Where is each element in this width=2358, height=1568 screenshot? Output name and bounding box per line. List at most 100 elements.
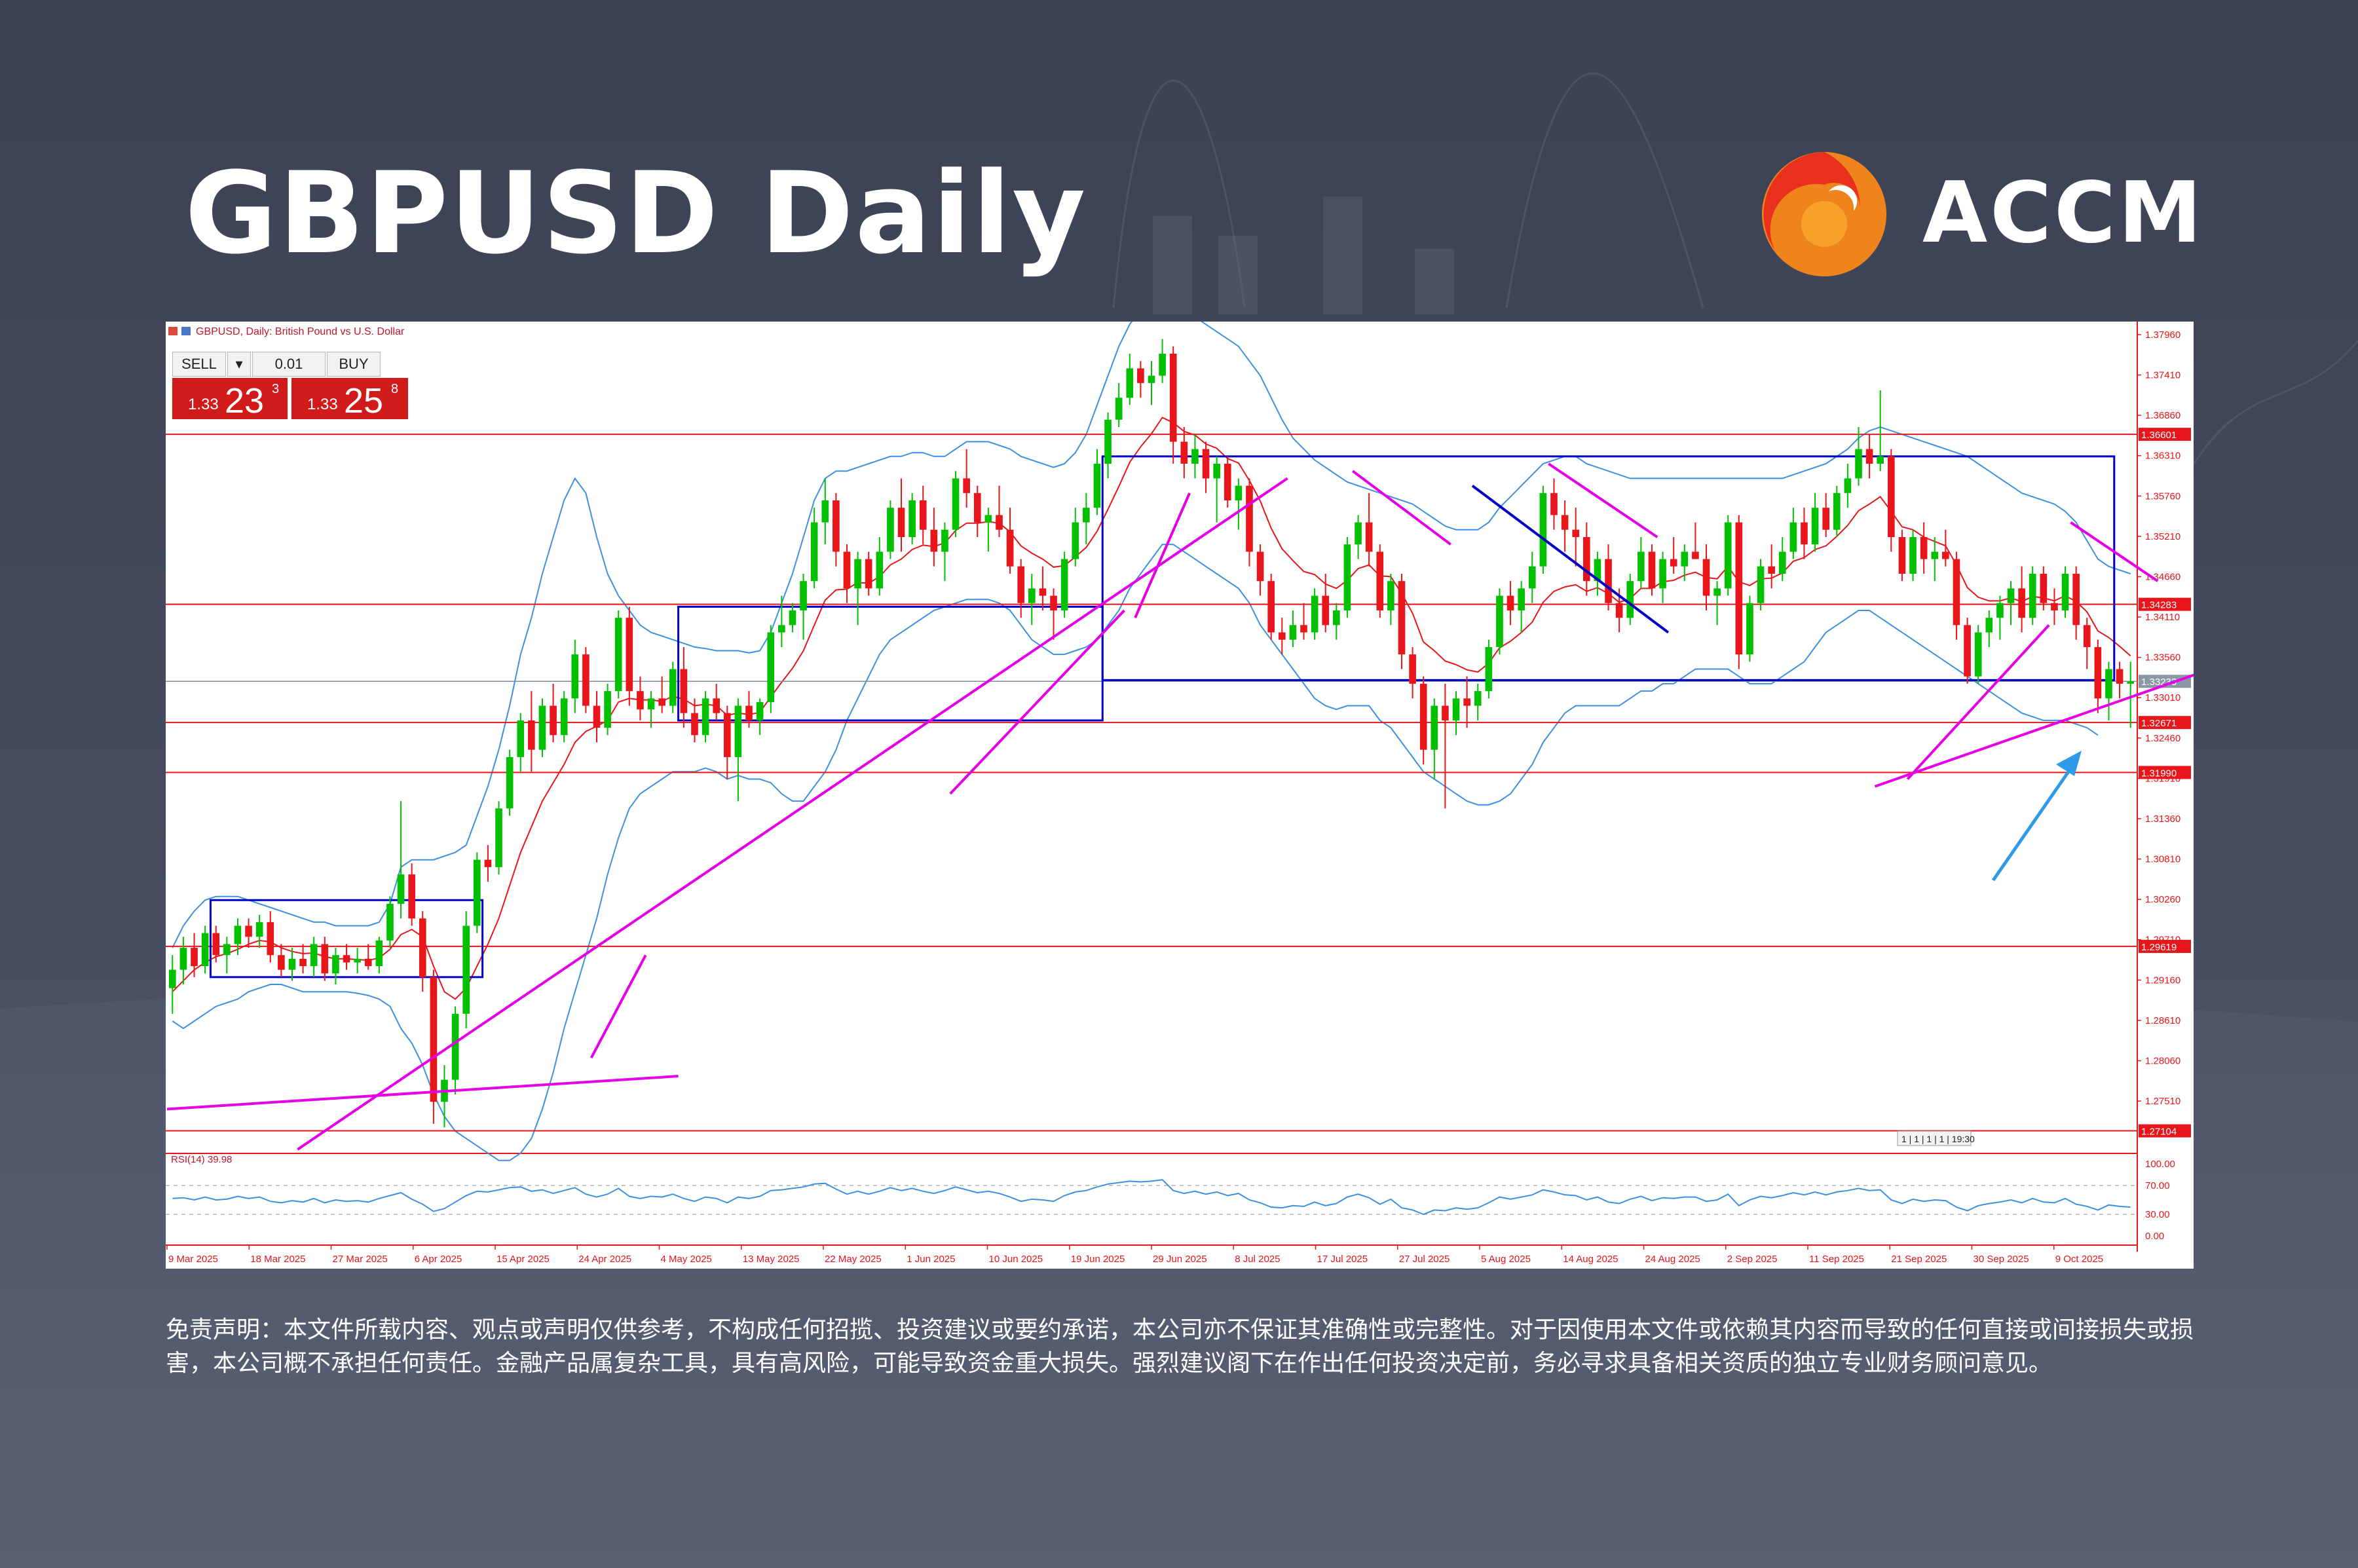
candle-down [930, 529, 938, 552]
candle-down [1322, 595, 1330, 625]
candle-down [1865, 449, 1873, 464]
candle-up [854, 559, 861, 589]
sell-button[interactable]: SELL [172, 352, 226, 377]
candle-down [713, 698, 720, 713]
candle-up [778, 625, 785, 633]
candle-up [1855, 449, 1862, 479]
candle-down [1506, 595, 1514, 610]
trendline [1906, 624, 2050, 780]
candle-down [1582, 536, 1590, 582]
x-tick-label: 2 Sep 2025 [1727, 1254, 1778, 1265]
candle-down [1735, 522, 1743, 655]
candle-down [1017, 566, 1025, 603]
candle-up [1126, 368, 1134, 398]
level-label-box [2139, 428, 2191, 441]
candle-up [1594, 559, 1601, 582]
candle-down [1137, 368, 1144, 383]
candle-up [2061, 573, 2069, 610]
trendline [590, 954, 647, 1058]
candle-up [702, 698, 709, 736]
candle-down [1442, 705, 1449, 720]
candle-down [245, 925, 252, 937]
buy-button[interactable]: BUY [327, 352, 381, 377]
candle-up [908, 500, 916, 537]
candle-up [1844, 478, 1852, 493]
candle-down [1398, 581, 1406, 655]
candle-down [2072, 573, 2080, 625]
candle-up [571, 654, 579, 699]
candle-up [495, 808, 502, 867]
candle-up [1985, 618, 1993, 633]
accm-logo-icon [1762, 152, 1886, 276]
candle-down [1822, 508, 1829, 530]
candle-up [310, 944, 318, 967]
candle-down [364, 958, 372, 967]
level-label-box [2139, 597, 2191, 611]
trendline [297, 477, 1288, 1151]
candle-up [1333, 610, 1340, 625]
rsi-label: RSI(14) 39.98 [171, 1154, 232, 1165]
candle-down [1300, 625, 1307, 633]
x-tick-label: 18 Mar 2025 [250, 1254, 305, 1265]
chart-symbol-label: GBPUSD, Daily: British Pound vs U.S. Dol… [196, 326, 405, 337]
candle-up [1431, 705, 1438, 750]
x-tick-label: 9 Oct 2025 [2055, 1254, 2103, 1265]
candle-up [2029, 573, 2036, 618]
x-tick-label: 24 Aug 2025 [1645, 1254, 1700, 1265]
candle-up [1811, 508, 1819, 545]
rsi-axis-label: 100.00 [2145, 1159, 2175, 1170]
level-label-box [2139, 939, 2191, 953]
lot-size-input[interactable]: 0.01 [252, 352, 326, 377]
trendline [949, 609, 1125, 795]
candle-down [1920, 536, 1928, 559]
candle-down [528, 720, 535, 750]
annotation-arrow-head [2056, 751, 2082, 776]
sell-price-box[interactable]: 1.33 23 3 [172, 378, 288, 420]
candle-down [1605, 559, 1612, 603]
candle-up [1638, 551, 1645, 582]
trendline [2070, 521, 2159, 582]
x-tick-label: 27 Mar 2025 [333, 1254, 388, 1265]
y-tick-label: 1.27510 [2145, 1096, 2180, 1107]
candle-down [1953, 559, 1960, 625]
candle-down [1180, 441, 1188, 464]
x-tick-label: 6 Apr 2025 [415, 1254, 462, 1265]
candle-up [984, 515, 992, 523]
candle-down [1942, 551, 1949, 559]
candle-down [963, 478, 970, 493]
trendline [1874, 616, 2358, 788]
candle-up [506, 756, 514, 809]
y-tick-label: 1.29160 [2145, 975, 2180, 986]
candle-up [179, 948, 187, 970]
candle-up [1093, 463, 1101, 508]
candle-down [419, 918, 426, 977]
level-label: 1.36601 [2141, 430, 2177, 441]
candle-up [669, 669, 677, 706]
candle-up [1028, 588, 1036, 603]
candle-up [800, 581, 807, 610]
candle-up [1518, 588, 1525, 610]
trendline [1548, 462, 1658, 538]
candle-down [1419, 683, 1427, 750]
candle-down [1376, 551, 1384, 610]
candle-down [408, 874, 415, 919]
candle-up [2127, 681, 2135, 684]
candle-down [191, 948, 198, 967]
candle-up [1539, 493, 1547, 567]
candle-up [1626, 581, 1634, 618]
x-tick-label: 21 Sep 2025 [1891, 1254, 1947, 1265]
candle-up [1877, 456, 1884, 464]
candle-down [1702, 559, 1710, 596]
candle-up [1083, 508, 1090, 523]
candle-down [1550, 493, 1558, 515]
buy-price-box[interactable]: 1.33 25 8 [291, 378, 408, 420]
candle-down [1409, 654, 1416, 684]
candle-down [1648, 551, 1656, 589]
candle-up [1485, 646, 1493, 692]
candle-up [1757, 566, 1765, 603]
brand-logo: ACCM [1755, 145, 2201, 283]
lot-dropdown-icon[interactable]: ▾ [227, 352, 251, 377]
x-tick-label: 4 May 2025 [661, 1254, 712, 1265]
candle-up [1996, 603, 2004, 618]
candle-up [1474, 691, 1482, 706]
